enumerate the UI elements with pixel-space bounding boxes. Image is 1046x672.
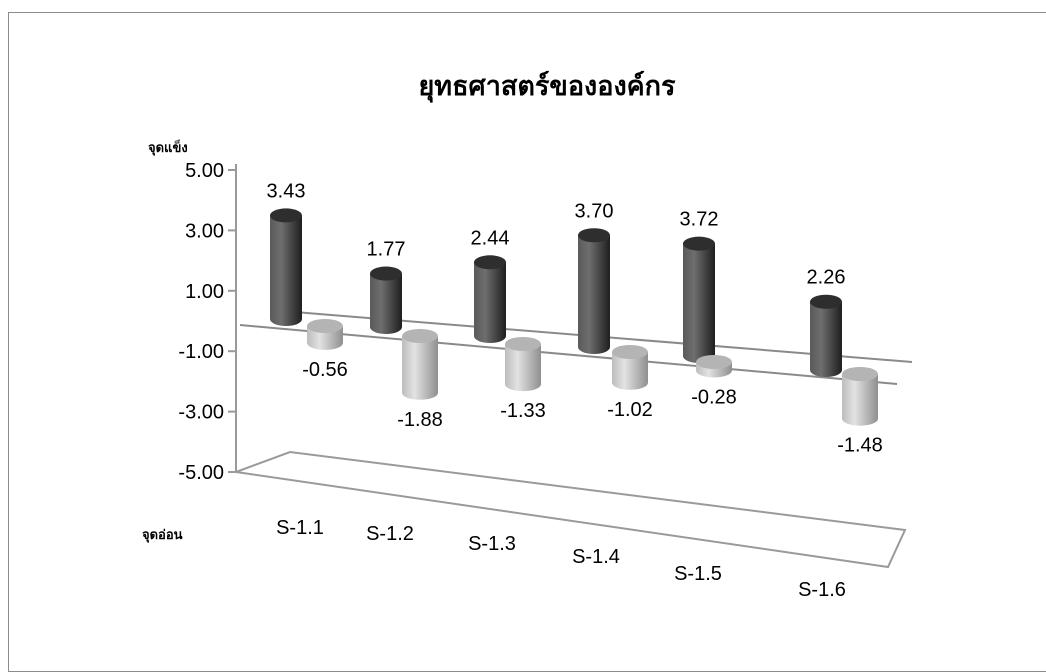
weakness-bar-base <box>612 375 648 390</box>
chart-labels: 3.43 -0.56 1.77 -1.88 2.44 -1.33 3.70 -1.02 3.72… <box>267 180 883 601</box>
weakness-bar-top <box>612 345 648 359</box>
strength-bar-top <box>578 228 610 243</box>
weakness-data-label: -1.48 <box>837 435 883 457</box>
weakness-bar-top <box>307 319 343 333</box>
strength-bar-top <box>270 208 302 223</box>
chart-canvas: ยุทธศาสตร์ขององค์กร จุดแข็ง จุดอ่อน 5.00… <box>142 70 913 601</box>
strength-bar-base <box>474 329 506 343</box>
strength-bar-body <box>810 301 842 370</box>
y-tick-label: 5.00 <box>185 160 224 182</box>
zero-line-front <box>239 324 898 385</box>
strength-bar-top <box>683 236 715 251</box>
weakness-bar <box>612 345 648 390</box>
weakness-bar-top <box>696 355 732 369</box>
y-axis-title-bottom: จุดอ่อน <box>142 528 183 543</box>
strength-bar-base <box>370 320 402 334</box>
strength-data-label: 2.44 <box>471 227 510 249</box>
strength-data-label: 3.43 <box>267 180 306 202</box>
category-label: S-1.3 <box>468 533 516 555</box>
weakness-bar-body <box>842 374 878 419</box>
weakness-bar-base <box>402 385 438 400</box>
chart-bars <box>270 208 878 426</box>
weakness-bar <box>307 319 343 350</box>
strength-bar-top <box>474 255 506 270</box>
category-label: S-1.4 <box>572 546 620 568</box>
weakness-bar-base <box>842 411 878 426</box>
strength-bar-top <box>370 266 402 281</box>
weakness-data-label: -1.88 <box>397 409 443 431</box>
y-tick-label: -5.00 <box>178 462 224 484</box>
strength-bar <box>474 255 506 343</box>
strength-bar-top <box>810 294 842 309</box>
strength-bar-body <box>474 262 506 336</box>
strength-bar-body <box>683 243 715 356</box>
y-tick-label: -3.00 <box>178 402 224 424</box>
floor-plane <box>235 450 907 569</box>
strength-bar <box>270 208 302 326</box>
weakness-bar-top <box>842 367 878 381</box>
strength-bar-body <box>370 273 402 327</box>
weakness-data-label: -0.28 <box>691 386 737 408</box>
category-label: S-1.6 <box>798 579 846 601</box>
chart-title: ยุทธศาสตร์ขององค์กร <box>418 70 676 103</box>
category-label: S-1.5 <box>674 563 722 585</box>
strength-bar <box>810 294 842 377</box>
weakness-data-label: -1.33 <box>500 400 546 422</box>
weakness-bar <box>696 355 732 378</box>
strength-bar-body <box>270 215 302 319</box>
weakness-bar <box>402 329 438 400</box>
weakness-bar-top <box>505 337 541 351</box>
strength-bar <box>370 266 402 334</box>
strength-data-label: 3.70 <box>575 200 614 222</box>
y-axis-title-top: จุดแข็ง <box>148 138 188 156</box>
weakness-bar <box>505 337 541 392</box>
weakness-data-label: -1.02 <box>607 399 653 421</box>
weakness-bar-top <box>402 329 438 343</box>
strength-bar-base <box>270 312 302 326</box>
y-tick-label: -1.00 <box>178 341 224 363</box>
weakness-bar-base <box>307 335 343 350</box>
weakness-bar-base <box>505 377 541 392</box>
y-tick-label: 1.00 <box>185 281 224 303</box>
weakness-data-label: -0.56 <box>302 359 348 381</box>
y-tick-label: 3.00 <box>185 220 224 242</box>
strength-data-label: 3.72 <box>680 209 719 231</box>
category-label: S-1.1 <box>276 517 324 539</box>
strength-bar-base <box>810 363 842 377</box>
category-label: S-1.2 <box>366 523 414 545</box>
strength-bar <box>683 236 715 363</box>
strength-bar-body <box>578 235 610 347</box>
strength-data-label: 1.77 <box>367 239 406 261</box>
weakness-bar <box>842 367 878 426</box>
weakness-bar-body <box>402 336 438 393</box>
strength-bar-base <box>578 340 610 354</box>
strength-bar <box>578 228 610 354</box>
strength-data-label: 2.26 <box>807 267 846 289</box>
y-axis-ticks: 5.00 3.00 1.00 -1.00 -3.00 -5.00 <box>178 160 236 484</box>
